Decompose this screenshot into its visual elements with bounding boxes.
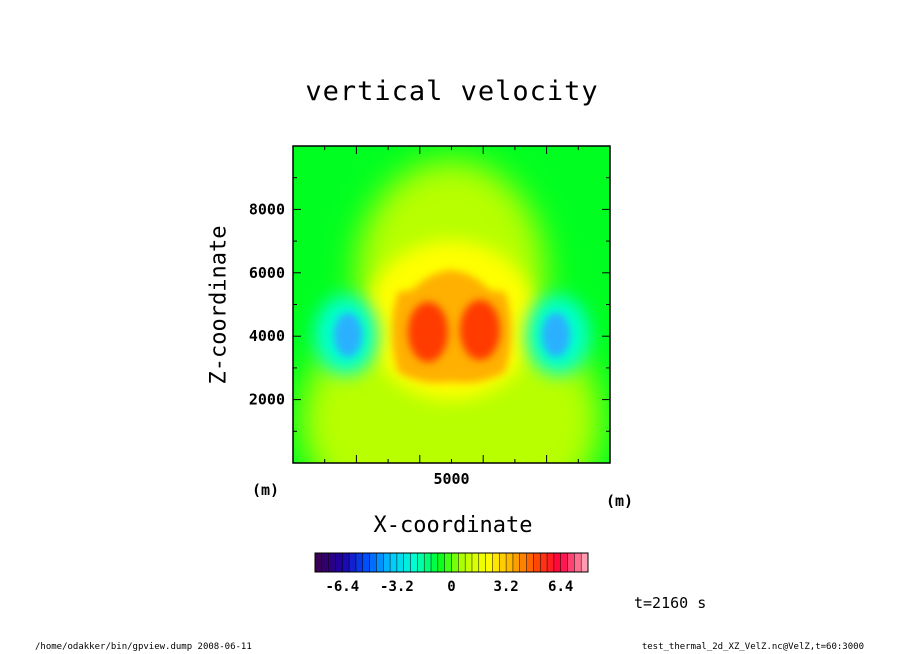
colorbar-cell	[396, 553, 405, 572]
colorbar-cell	[315, 553, 323, 572]
colorbar-cell	[471, 553, 480, 572]
colorbar-cell	[431, 553, 439, 572]
footer-right: test_thermal_2d_XZ_VelZ.nc@VelZ,t=60:300…	[641, 642, 864, 652]
colorbar-cell	[328, 553, 336, 572]
colorbar-cell	[560, 553, 568, 572]
colorbar-cell	[437, 553, 445, 572]
colorbar-cell	[335, 553, 343, 572]
colorbar-cell	[485, 553, 493, 572]
colorbar-cell	[444, 553, 452, 572]
colorbar-cell	[547, 553, 555, 572]
colorbar-cell	[376, 553, 384, 572]
colorbar-cell	[533, 553, 541, 572]
y-tick-label: 6000	[249, 264, 285, 282]
colorbar-cell	[492, 553, 500, 572]
colorbar-tick-label: 0	[447, 579, 455, 595]
colorbar-cell	[553, 553, 561, 572]
colorbar-cell	[417, 553, 425, 572]
colorbar-cell	[383, 553, 391, 572]
y-axis-label: Z-coordinate	[206, 225, 232, 385]
heatmap-max-right	[460, 300, 500, 360]
heatmap-downdraft-right-inner	[542, 313, 570, 357]
colorbar-cell	[451, 553, 459, 572]
y-axis: 2000 4000 6000 8000	[249, 177, 610, 432]
x-axis: 5000	[324, 146, 579, 488]
colorbar-tick-label: -3.2	[380, 579, 414, 595]
colorbar-cell	[567, 553, 575, 572]
colorbar-cell	[526, 553, 534, 572]
colorbar-cell	[321, 553, 329, 572]
velocity-heatmap	[293, 146, 610, 463]
colorbar-cell	[369, 553, 377, 572]
x-axis-label: X-coordinate	[373, 513, 533, 538]
y-tick-label: 2000	[249, 391, 285, 409]
colorbar: -6.4 -3.2 0 3.2 6.4	[314, 552, 589, 595]
colorbar-cell	[506, 553, 514, 572]
colorbar-cell	[403, 553, 411, 572]
colorbar-frame	[314, 552, 589, 573]
footer-left: /home/odakker/bin/gpview.dump 2008-06-11	[35, 642, 252, 652]
colorbar-cell	[342, 553, 350, 572]
colorbar-cell	[478, 553, 486, 572]
colorbar-cell	[512, 553, 521, 572]
colorbar-cell	[574, 553, 582, 572]
x-tick-label: 5000	[433, 470, 469, 488]
colorbar-cell	[540, 553, 548, 572]
colorbar-cell	[362, 553, 370, 572]
y-tick-label: 4000	[249, 327, 285, 345]
chart-title: vertical velocity	[305, 76, 599, 107]
colorbar-cell	[519, 553, 527, 572]
colorbar-cell	[465, 553, 473, 572]
x-axis-unit: (m)	[606, 492, 634, 510]
colorbar-cell	[458, 553, 466, 572]
colorbar-cell	[499, 553, 507, 572]
colorbar-cell	[410, 553, 418, 572]
colorbar-cell	[390, 553, 398, 572]
time-label: t=2160 s	[634, 594, 707, 612]
colorbar-cell	[424, 553, 432, 572]
y-axis-unit: (m)	[252, 481, 280, 499]
heatmap-max-left	[408, 302, 448, 362]
colorbar-cell	[349, 553, 357, 572]
colorbar-cell	[581, 553, 589, 572]
heatmap-downdraft-left-inner	[334, 313, 362, 357]
colorbar-tick-label: 3.2	[493, 579, 518, 595]
colorbar-tick-label: 6.4	[548, 579, 573, 595]
colorbar-tick-label: -6.4	[325, 579, 359, 595]
y-tick-label: 8000	[249, 200, 285, 218]
colorbar-cell	[355, 553, 364, 572]
